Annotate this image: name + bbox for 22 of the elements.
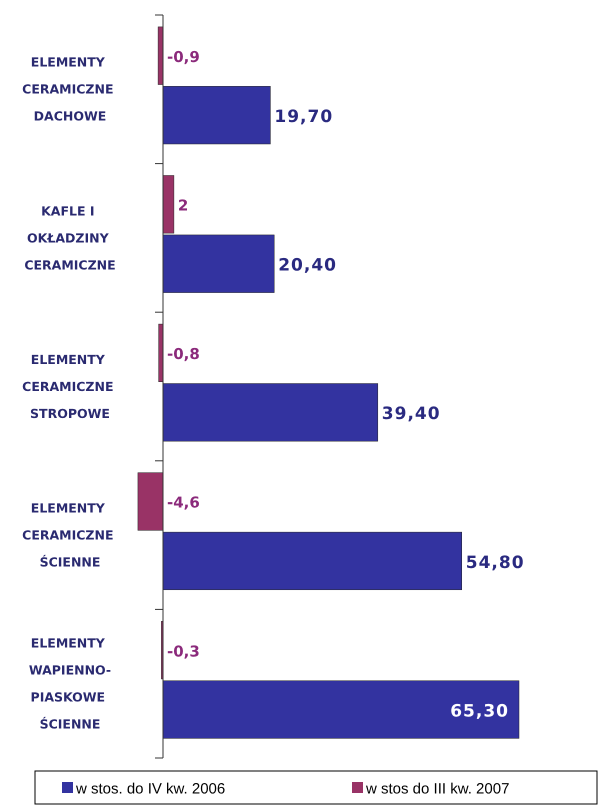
bar [138,472,164,531]
data-label: 19,70 [274,107,334,127]
data-label: -0,3 [167,642,200,660]
y-tick-label: KAFLE I OKŁADZINY CERAMICZNE [24,203,116,272]
bar [162,383,378,442]
y-tick-label: ELEMENTY CERAMICZNE STROPOWE [22,352,118,421]
data-label: 20,40 [278,256,337,276]
legend-label: w stos. do IV kw. 2006 [75,780,226,798]
bar [162,680,520,739]
data-label: -0,8 [167,345,200,364]
data-label: 2 [178,196,188,214]
y-tick-label: ELEMENTY WAPIENNO-PIASKOWE ŚCIENNE [28,636,112,732]
bar [162,86,271,144]
data-label: -0,9 [167,48,200,66]
y-tick-label: ELEMENTY CERAMICZNE ŚCIENNE [22,500,118,570]
legend-label: w stos do III kw. 2007 [365,780,510,798]
data-label: 39,40 [382,404,441,424]
data-label: -4,6 [167,494,200,512]
bar [162,532,462,590]
data-label: 54,80 [466,552,525,573]
data-label: 65,30 [450,701,509,722]
y-tick-label: ELEMENTY CERAMICZNE DACHOWE [22,54,118,124]
